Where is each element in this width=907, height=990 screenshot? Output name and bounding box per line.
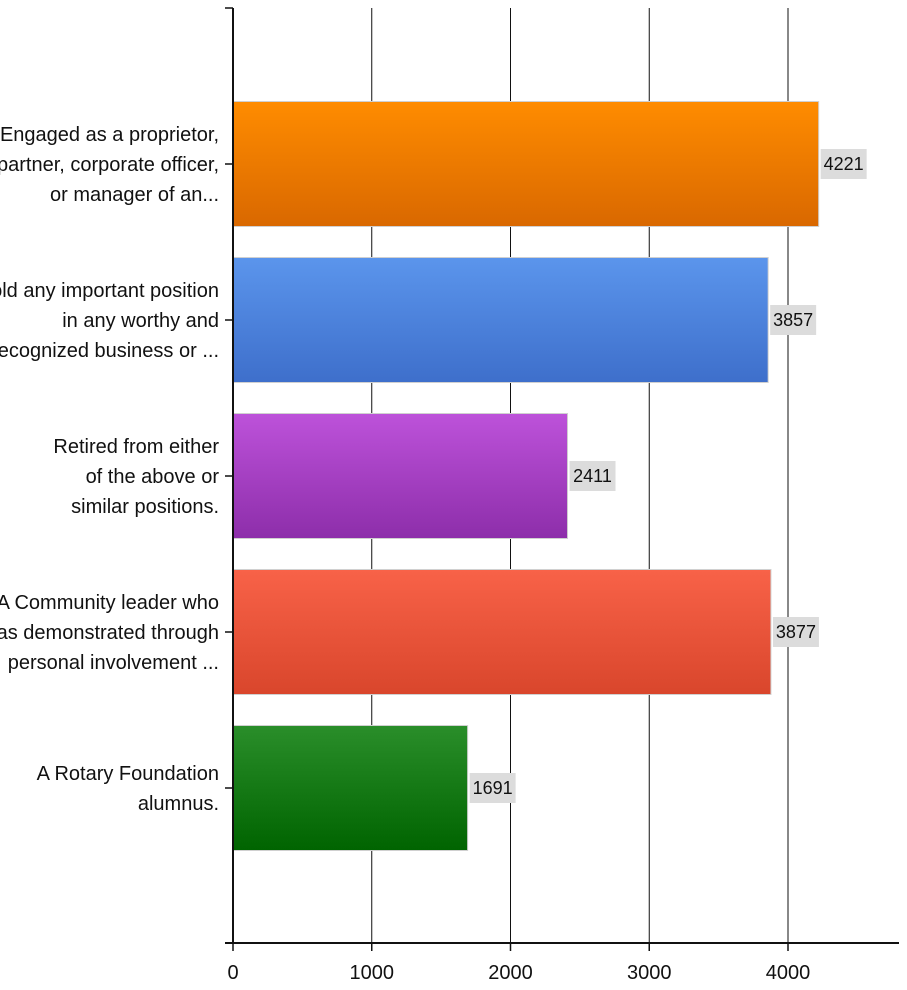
category-labels: Engaged as a proprietor, partner, corpora…: [0, 124, 219, 815]
category-label-1: Engaged as a proprietor, partner, corpora…: [0, 124, 219, 206]
bar-5: [232, 725, 469, 851]
category-label-4: A Community leader who has demonstrated t…: [0, 592, 219, 674]
data-label-5: 1691: [473, 778, 513, 798]
axes: [225, 7, 899, 951]
x-tick-labels: 0 1000 2000 3000 4000: [227, 962, 810, 984]
bar-2: [232, 257, 769, 383]
category-label-3: Retired from either of the above or simila…: [53, 436, 219, 518]
value-labels: 4221 3857 2411 3877 1691: [469, 149, 867, 803]
x-tick-label-2000: 2000: [488, 962, 533, 984]
category-label-5: A Rotary Foundation alumnus.: [37, 763, 219, 815]
data-label-box-4: [772, 617, 819, 647]
bar-1: [232, 101, 820, 227]
data-label-box-2: [770, 305, 817, 335]
data-label-box-5: [469, 773, 516, 803]
bar-3: [232, 413, 569, 539]
bar-4: [232, 569, 772, 695]
data-label-4: 3877: [776, 622, 816, 642]
data-label-1: 4221: [824, 154, 864, 174]
category-label-2: Hold any important position in any worthy…: [0, 280, 219, 362]
data-label-box-3: [569, 461, 616, 491]
data-label-2: 3857: [773, 310, 813, 330]
x-tick-label-0: 0: [227, 962, 238, 984]
x-tick-label-1000: 1000: [350, 962, 395, 984]
x-tick-label-4000: 4000: [766, 962, 811, 984]
data-label-3: 2411: [573, 466, 612, 486]
bars: [232, 101, 820, 851]
data-label-box-1: [820, 149, 867, 179]
x-tick-label-3000: 3000: [627, 962, 672, 984]
